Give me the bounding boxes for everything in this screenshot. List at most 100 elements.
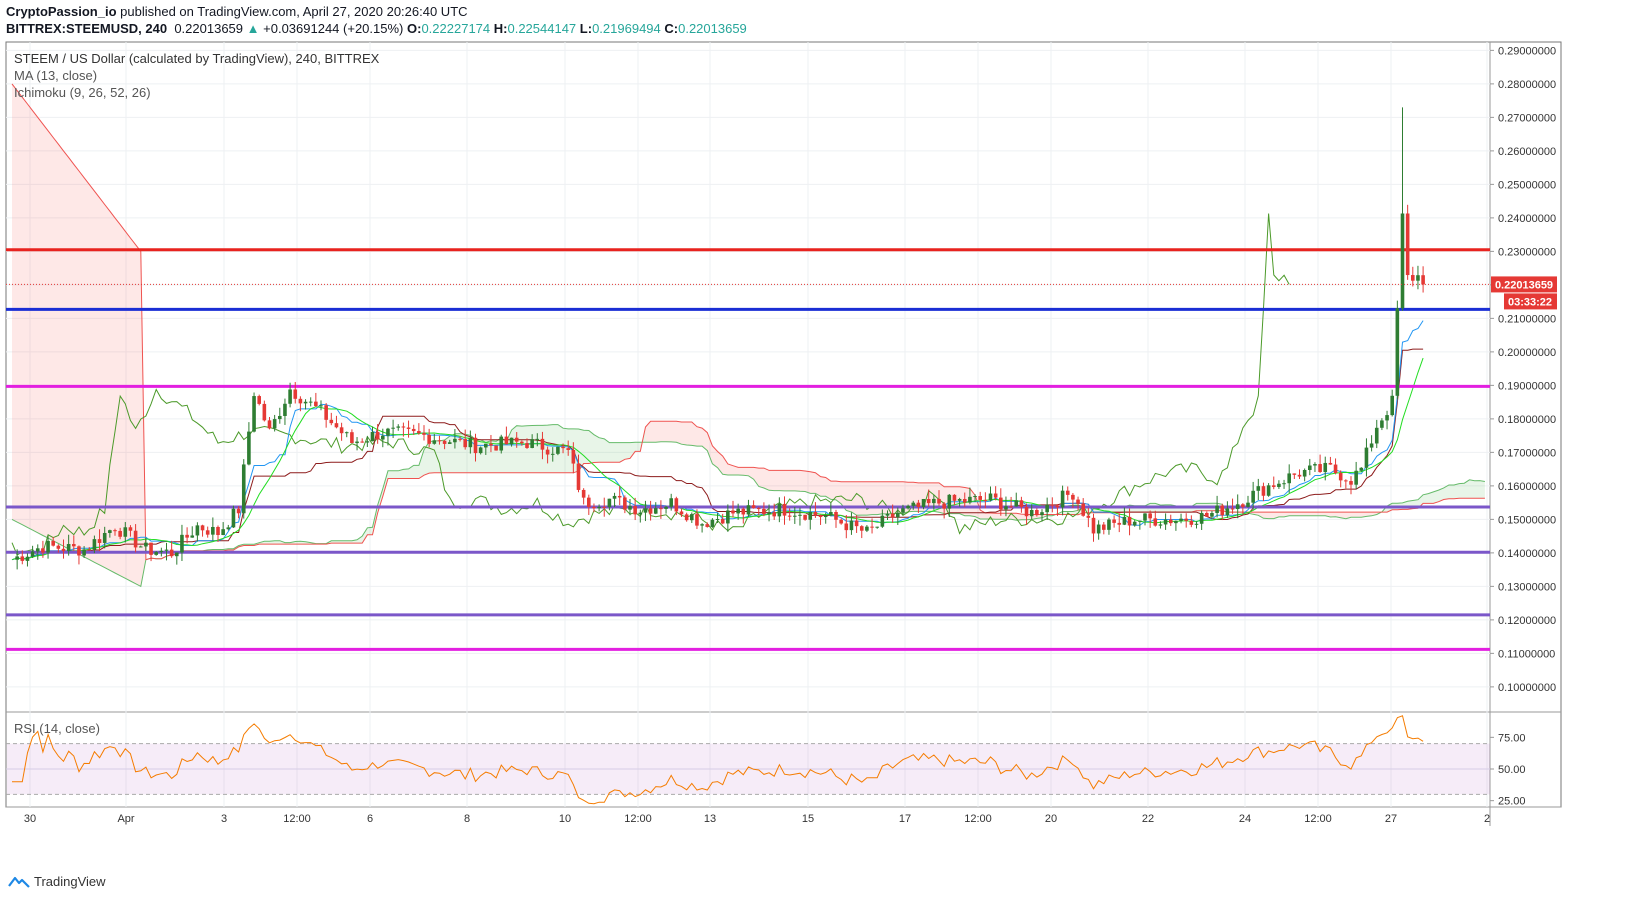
cloud-segment	[722, 456, 728, 475]
low-label: L:	[579, 21, 593, 36]
candle-body	[803, 514, 807, 520]
candle-body	[695, 514, 699, 526]
candle-body	[87, 549, 92, 551]
candle-body	[623, 497, 627, 510]
candle-body	[1189, 520, 1194, 525]
time-tick-label: 30	[24, 813, 36, 825]
footer-brand[interactable]: TradingView	[34, 874, 106, 889]
candle-body	[1328, 462, 1333, 465]
ichimoku-legend[interactable]: Ichimoku (9, 26, 52, 26)	[14, 85, 151, 100]
candle-body	[607, 498, 612, 508]
candle-body	[772, 512, 776, 517]
cloud-segment	[63, 150, 69, 549]
candle-body	[1246, 502, 1250, 507]
cloud-segment	[696, 426, 703, 447]
cloud-segment	[1062, 511, 1068, 515]
candle-body	[118, 530, 122, 537]
cloud-segment	[1443, 484, 1449, 500]
candle-body	[571, 449, 576, 464]
candle-body	[169, 549, 174, 557]
time-tick-label: 10	[559, 813, 571, 825]
candle-body	[602, 506, 607, 508]
ma-legend[interactable]: MA (13, close)	[14, 68, 98, 83]
candle-body	[550, 453, 555, 455]
candle-body	[1277, 483, 1281, 487]
cloud-segment	[1114, 507, 1120, 513]
series-title[interactable]: STEEM / US Dollar (calculated by Trading…	[14, 51, 380, 66]
cloud-segment	[753, 467, 759, 487]
candle-body	[751, 505, 756, 509]
candle-body	[422, 433, 426, 435]
cloud-segment	[758, 468, 764, 488]
candles	[15, 107, 1425, 570]
candle-body	[144, 542, 148, 547]
cloud-segment	[336, 540, 342, 544]
cloud-segment	[1309, 512, 1315, 516]
cloud-segment	[666, 421, 672, 442]
cloud-segment	[135, 244, 141, 587]
rsi-tick-label: 25.00	[1498, 796, 1526, 808]
cloud-segment	[516, 425, 522, 473]
candle-body	[592, 506, 596, 509]
candle-body	[1369, 443, 1374, 448]
cloud-segment	[362, 527, 368, 544]
candle-body	[1004, 506, 1008, 510]
cloud-segment	[99, 197, 105, 568]
candle-body	[1174, 520, 1178, 524]
candle-body	[813, 511, 818, 516]
cloud-segment	[37, 117, 43, 536]
cloud-segment	[1366, 512, 1372, 517]
candle-body	[999, 497, 1003, 510]
cloud-segment	[815, 472, 821, 497]
candle-body	[504, 436, 509, 445]
cloud-segment	[58, 144, 64, 547]
cloud-segment	[578, 428, 584, 471]
candle-body	[1199, 512, 1204, 524]
cloud-segment	[1299, 512, 1305, 516]
cloud-segment	[1016, 513, 1022, 521]
time-tick-label: 13	[704, 813, 716, 825]
candle-body	[386, 428, 390, 436]
cloud-segment	[547, 424, 553, 473]
cloud-segment	[115, 217, 121, 576]
candle-body	[66, 544, 71, 552]
candle-body	[1349, 481, 1353, 485]
cloud-segment	[1464, 479, 1470, 499]
price-tick-label: 0.18000000	[1498, 414, 1556, 426]
time-tick-label: 27	[1385, 813, 1397, 825]
time-tick-label: 24	[1239, 813, 1251, 825]
rsi-legend[interactable]: RSI (14, close)	[14, 721, 100, 736]
cloud-segment	[439, 439, 445, 473]
candle-body	[849, 520, 854, 531]
candle-body	[659, 508, 663, 510]
candle-body	[932, 498, 936, 504]
candle-body	[30, 551, 35, 557]
high-value: 0.22544147	[507, 21, 577, 36]
cloud-segment	[784, 470, 790, 491]
candle-body	[834, 511, 838, 520]
candle-body	[1292, 473, 1297, 475]
price-tick-label: 0.13000000	[1498, 581, 1556, 593]
candle-body	[205, 530, 210, 535]
cloud-segment	[32, 110, 38, 533]
candle-body	[793, 515, 797, 517]
candle-body	[756, 508, 761, 510]
cloud-segment	[73, 164, 79, 555]
candle-body	[988, 493, 993, 501]
candle-body	[1107, 519, 1111, 530]
price-tick-label: 0.19000000	[1498, 380, 1556, 392]
cloud-segment	[604, 438, 610, 463]
candle-body	[1184, 518, 1188, 521]
candle-body	[669, 498, 673, 507]
candle-body	[653, 508, 658, 514]
cloud-segment	[583, 430, 589, 464]
cloud-segment	[1278, 512, 1285, 517]
publisher-name[interactable]: CryptoPassion_io	[6, 4, 117, 19]
candle-body	[401, 426, 406, 428]
candle-body	[1261, 486, 1266, 496]
cloud-segment	[882, 481, 888, 515]
cloud-segment	[676, 421, 682, 445]
cloud-segment	[1423, 493, 1429, 504]
cloud-segment	[1294, 512, 1300, 516]
